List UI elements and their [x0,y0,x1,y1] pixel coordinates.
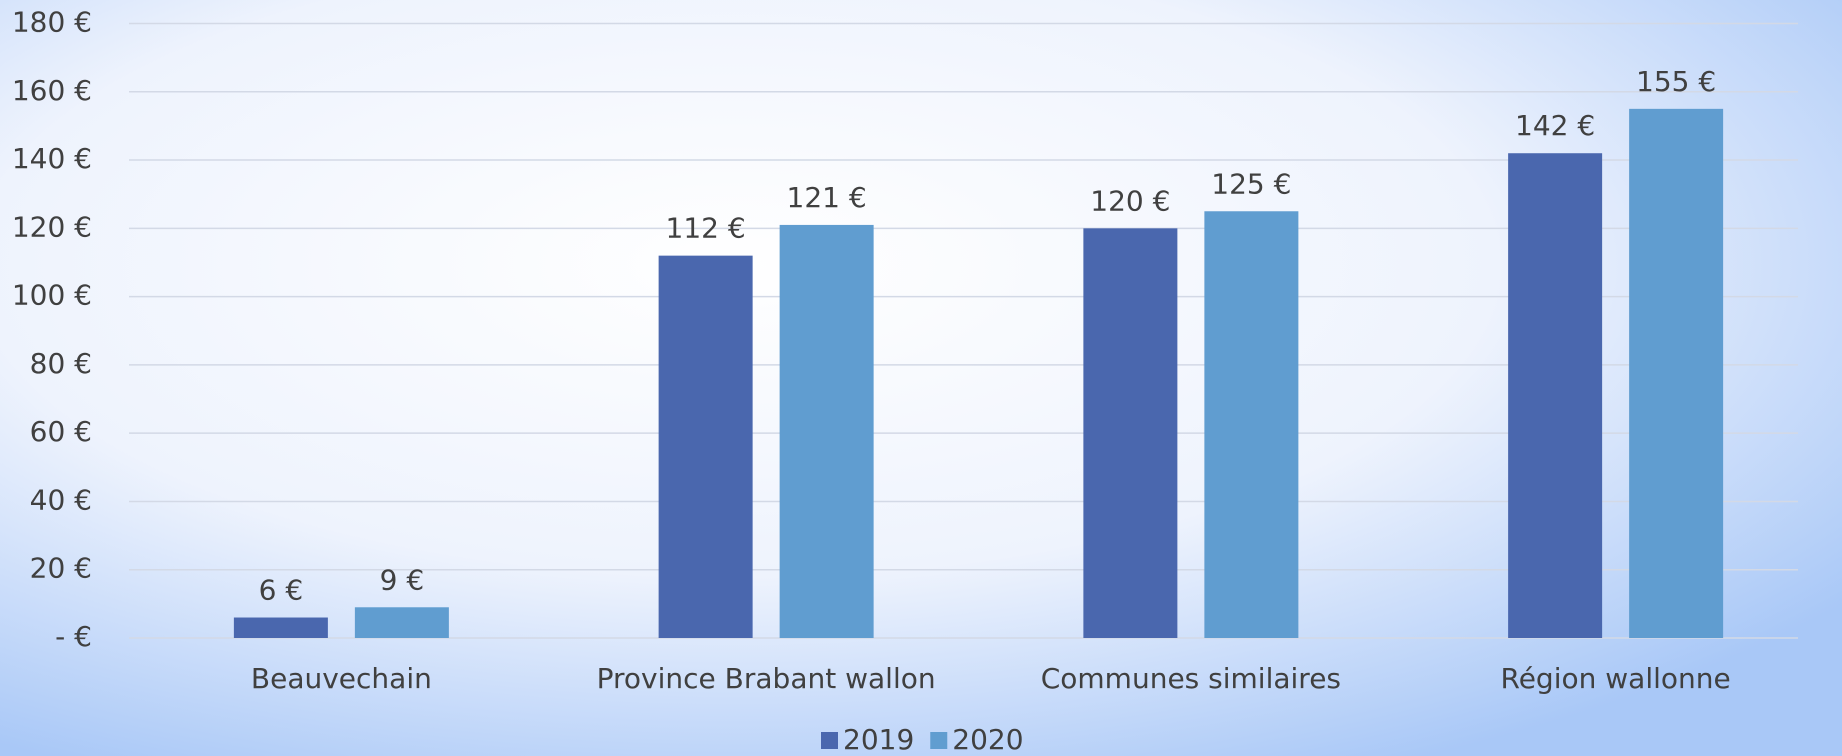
bar [658,255,753,638]
data-label: 9 € [380,563,425,596]
data-label: 155 € [1636,65,1716,98]
y-tick-label: 60 € [30,415,92,448]
x-tick-label: Province Brabant wallon [597,662,936,695]
legend-swatch [930,732,948,749]
y-tick-label: 140 € [12,142,92,175]
data-label: 6 € [259,574,304,607]
bar [1083,228,1178,639]
y-tick-label: 20 € [30,552,92,585]
bar [1204,211,1299,638]
y-tick-label: 40 € [30,483,92,516]
data-label: 120 € [1090,184,1170,217]
y-tick-label: 80 € [30,347,92,380]
x-tick-label: Région wallonne [1501,662,1731,695]
x-tick-label: Communes similaires [1041,662,1341,695]
legend-label: 2020 [952,723,1023,756]
y-tick-label: 160 € [12,74,92,107]
y-tick-label: - € [55,620,92,653]
bar [233,617,328,638]
bar [1629,108,1724,638]
data-label: 142 € [1515,109,1595,142]
data-label: 121 € [787,181,867,214]
bar [779,224,874,639]
y-tick-label: 180 € [12,6,92,39]
y-tick-label: 100 € [12,279,92,312]
bar [354,607,449,638]
legend-swatch [821,732,838,749]
bar [1508,153,1603,638]
y-tick-label: 120 € [12,210,92,243]
legend-label: 2019 [843,723,914,756]
data-label: 125 € [1211,167,1291,200]
data-label: 112 € [666,212,746,245]
x-tick-label: Beauvechain [251,662,432,695]
